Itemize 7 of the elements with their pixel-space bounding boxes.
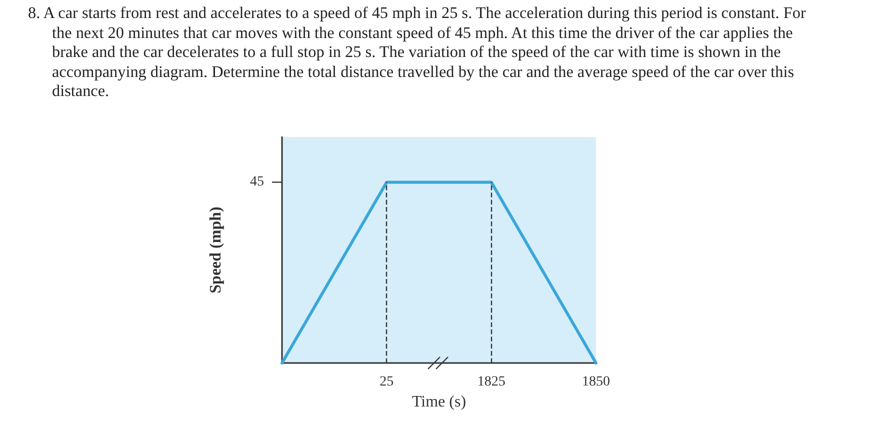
y-axis-title: Speed (mph) [208,206,224,294]
x-tick-label: 25 [380,374,394,390]
chart-title: 8. A car starts from rest and accelerates to a speed of 45 mph in 25 s. The acceleration during this period is constant. For the next 20 minutes that car moves with the constant speed of 45 mph. At this time the driver of the car applies the brake and the car decelerates to a full stop in 25 s. The variation of the speed of the car with time is shown in the accompanying diagram. Determine the total distance travelled by the car and the average speed of the car over this distance. [28,4,807,102]
text: 45 [250,174,264,190]
x-axis-title: Time (s) [412,393,466,410]
x-tick-label: 1850 [582,374,610,390]
x-tick-label: 1825 [477,374,506,390]
